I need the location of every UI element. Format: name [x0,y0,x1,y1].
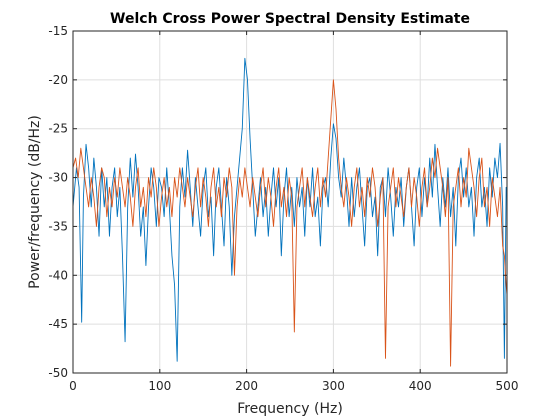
y-tick-label: -45 [48,317,68,331]
y-tick-label: -30 [48,171,68,185]
y-tick-label: -15 [48,24,68,38]
y-tick-label: -50 [48,366,68,380]
x-tick-label: 100 [148,379,171,393]
x-tick-label: 0 [69,379,77,393]
axes-frame [72,30,508,374]
series-layer [72,57,508,367]
ticks [72,30,508,374]
y-tick-label: -20 [48,73,68,87]
x-tick-label: 500 [496,379,519,393]
y-tick-label: -40 [48,268,68,282]
series-line-2 [72,79,508,367]
y-tick-label: -35 [48,219,68,233]
x-tick-label: 400 [409,379,432,393]
chart-title: Welch Cross Power Spectral Density Estim… [110,11,470,27]
series-line-1 [72,57,508,362]
x-axis-label: Frequency (Hz) [237,401,343,417]
y-tick-labels: -15 -20 -25 -30 -35 -40 -45 -50 [48,24,68,380]
x-tick-label: 300 [322,379,345,393]
x-tick-labels: 0 100 200 300 400 500 [69,379,518,393]
y-axis-label: Power/frequency (dB/Hz) [27,115,43,289]
x-tick-label: 200 [235,379,258,393]
y-tick-label: -25 [48,122,68,136]
